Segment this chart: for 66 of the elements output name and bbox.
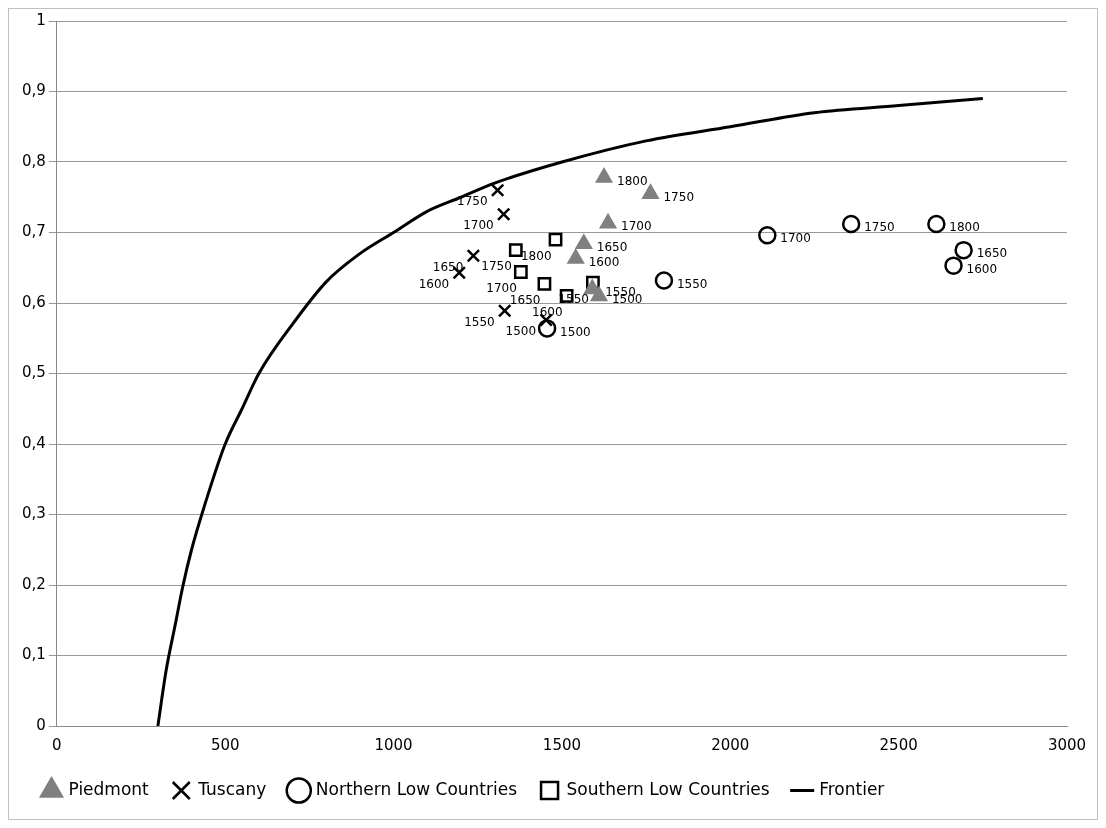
annotation: 1550 xyxy=(676,276,708,291)
y-tick-label: 0,5 xyxy=(22,363,46,382)
point xyxy=(496,207,511,222)
x-tick-label: 2000 xyxy=(711,735,750,754)
x-tick-label: 500 xyxy=(210,735,240,754)
legend-label: Tuscany xyxy=(197,778,267,799)
annotation: 1750 xyxy=(864,220,895,235)
annotation: 1800 xyxy=(949,220,980,235)
annotation: 1600 xyxy=(418,276,450,291)
legend-label: Northern Low Countries xyxy=(315,778,518,799)
point xyxy=(841,214,861,234)
point xyxy=(513,265,528,279)
annotation: 1700 xyxy=(486,281,517,296)
annotation: 1600 xyxy=(966,261,998,276)
point xyxy=(537,319,557,338)
point xyxy=(927,214,946,234)
point xyxy=(567,249,584,264)
legend-label: Frontier xyxy=(819,778,885,799)
annotation: 1650 xyxy=(976,246,1008,261)
legend-label: Piedmont xyxy=(68,778,150,799)
annotation: 1750 xyxy=(663,189,695,204)
y-tick-label: 0,6 xyxy=(22,292,46,311)
point xyxy=(490,183,505,198)
point xyxy=(537,277,552,291)
y-tick-label: 0 xyxy=(36,715,46,734)
point xyxy=(497,303,512,318)
annotation: 1700 xyxy=(780,231,811,246)
x-tick-label: 3000 xyxy=(1047,735,1087,754)
annotation: 1650 xyxy=(509,293,541,308)
y-tick-label: 0,4 xyxy=(22,433,46,452)
annotation: 1500 xyxy=(505,324,537,339)
y-tick-label: 0,1 xyxy=(22,645,46,664)
point xyxy=(508,243,523,258)
y-tick-label: 0,2 xyxy=(22,574,46,593)
point xyxy=(548,232,563,247)
annotation: 1650 xyxy=(596,239,628,254)
point xyxy=(758,226,777,245)
y-tick-label: 0,3 xyxy=(22,504,46,523)
annotation: 1800 xyxy=(617,173,648,188)
y-tick-label: 0,9 xyxy=(22,81,46,100)
annotation: 1800 xyxy=(520,248,552,263)
annotation: 1700 xyxy=(621,219,652,234)
x-tick-label: 0 xyxy=(52,735,62,754)
annotation: 1750 xyxy=(481,259,512,274)
x-tick-label: 1000 xyxy=(374,735,413,754)
annotation: 1600 xyxy=(532,305,563,320)
annotation: 1500 xyxy=(560,324,591,339)
point xyxy=(575,234,592,250)
legend-label: Southern Low Countries xyxy=(566,778,770,799)
point xyxy=(654,271,674,290)
point xyxy=(586,275,600,290)
y-tick-label: 0,7 xyxy=(22,222,46,241)
annotation: 1650 xyxy=(432,259,464,274)
y-tick-label: 1 xyxy=(36,10,46,29)
y-tick-label: 0,8 xyxy=(22,151,46,170)
point xyxy=(599,214,617,229)
x-tick-label: 2500 xyxy=(879,735,918,754)
annotation: 1550 xyxy=(464,314,495,329)
point xyxy=(944,256,963,275)
point xyxy=(642,184,659,199)
point xyxy=(466,248,481,263)
annotation: 1700 xyxy=(463,218,494,233)
x-tick-label: 1500 xyxy=(542,735,582,754)
annotation: 1600 xyxy=(588,254,620,269)
point xyxy=(595,168,613,183)
point xyxy=(954,240,973,260)
